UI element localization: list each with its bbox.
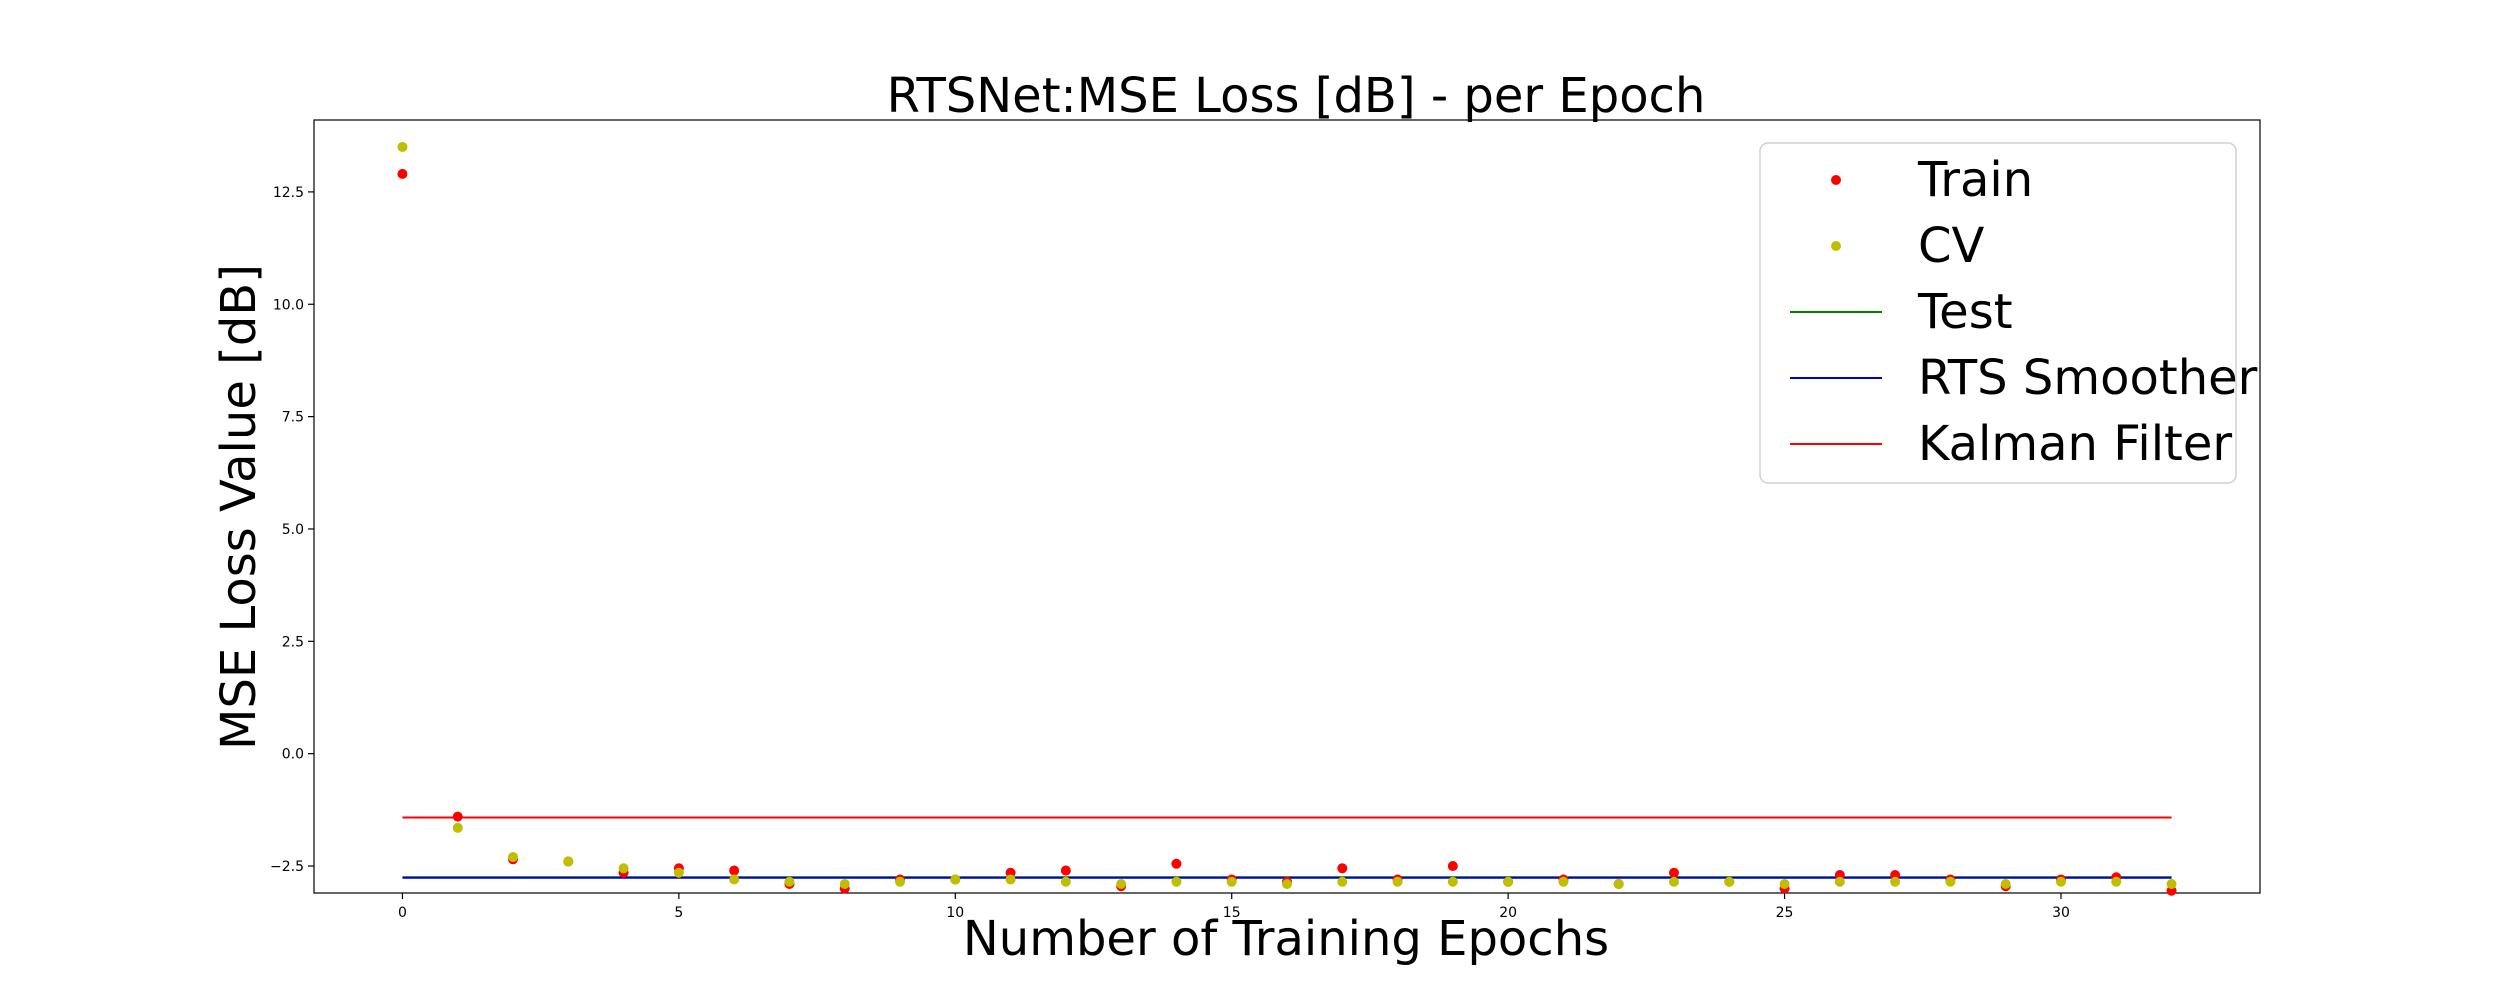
cv-point xyxy=(1282,879,1292,890)
reference-lines xyxy=(402,816,2172,879)
cv-point xyxy=(1613,879,1624,890)
cv-point xyxy=(1724,876,1735,887)
data-points xyxy=(397,141,2177,896)
y-tick-label: 10.0 xyxy=(273,297,304,313)
train-point xyxy=(452,811,463,822)
cv-point xyxy=(563,856,574,867)
cv-point xyxy=(1392,876,1403,887)
train-point xyxy=(1337,863,1348,874)
cv-point xyxy=(2111,876,2122,887)
train-point xyxy=(397,168,408,179)
y-tick-label: 5.0 xyxy=(282,522,304,538)
cv-point xyxy=(895,876,906,887)
cv-point xyxy=(452,822,463,833)
legend-train-label: Train xyxy=(1917,152,2033,208)
x-tick-label: 20 xyxy=(1499,905,1517,921)
train-point xyxy=(1668,867,1679,878)
chart-title: RTSNet:MSE Loss [dB] - per Epoch xyxy=(887,68,1706,124)
x-tick-label: 30 xyxy=(2052,905,2070,921)
cv-point xyxy=(1890,876,1901,887)
train-point xyxy=(729,865,740,876)
cv-point xyxy=(1447,876,1458,887)
cv-point xyxy=(397,141,408,152)
cv-point xyxy=(729,874,740,885)
cv-point xyxy=(2000,879,2011,890)
cv-point xyxy=(1337,876,1348,887)
y-axis-title: MSE Loss Value [dB] xyxy=(211,264,267,750)
legend-cv-marker xyxy=(1831,241,1841,251)
legend-train-marker xyxy=(1831,175,1841,185)
cv-point xyxy=(1779,879,1790,890)
cv-point xyxy=(1005,874,1016,885)
cv-point xyxy=(950,874,961,885)
x-axis-title: Number of Training Epochs xyxy=(963,911,1609,967)
cv-point xyxy=(2055,876,2066,887)
cv-point xyxy=(508,852,519,863)
cv-point xyxy=(2166,879,2177,890)
cv-point xyxy=(1668,876,1679,887)
x-axis-ticks: 0 5 10 15 20 25 30 xyxy=(398,893,2070,921)
x-tick-label: 5 xyxy=(674,905,683,921)
cv-point xyxy=(839,879,850,890)
cv-point xyxy=(673,867,684,878)
y-tick-label: −2.5 xyxy=(270,859,304,875)
y-tick-label: 2.5 xyxy=(282,634,304,650)
x-tick-label: 15 xyxy=(1223,905,1241,921)
x-tick-label: 0 xyxy=(398,905,407,921)
cv-point xyxy=(1834,876,1845,887)
legend-box xyxy=(1759,142,2237,484)
cv-point xyxy=(1503,876,1514,887)
cv-point xyxy=(618,863,629,874)
cv-point xyxy=(1116,879,1127,890)
x-tick-label: 10 xyxy=(946,905,964,921)
y-tick-label: 0.0 xyxy=(282,747,304,763)
cv-point xyxy=(784,876,795,887)
train-point xyxy=(1060,865,1071,876)
y-tick-label: 12.5 xyxy=(273,185,304,201)
cv-point xyxy=(1060,876,1071,887)
cv-point xyxy=(1226,876,1237,887)
train-point xyxy=(1447,861,1458,872)
legend-test-label: Test xyxy=(1917,284,2013,340)
legend-kalman-filter-label: Kalman Filter xyxy=(1918,416,2232,472)
cv-point xyxy=(1945,876,1956,887)
cv-point xyxy=(1171,876,1182,887)
y-axis-ticks: −2.5 0.0 2.5 5.0 7.5 10.0 12.5 xyxy=(270,185,314,875)
cv-point xyxy=(1558,876,1569,887)
plot-area xyxy=(313,119,2261,894)
y-tick-label: 7.5 xyxy=(282,410,304,426)
train-point xyxy=(1171,858,1182,869)
legend: Train CV Test RTS Smoother Kalman Filter xyxy=(1759,142,2258,484)
legend-rts-smoother-label: RTS Smoother xyxy=(1918,350,2258,406)
x-tick-label: 25 xyxy=(1776,905,1794,921)
legend-cv-label: CV xyxy=(1918,218,1985,274)
